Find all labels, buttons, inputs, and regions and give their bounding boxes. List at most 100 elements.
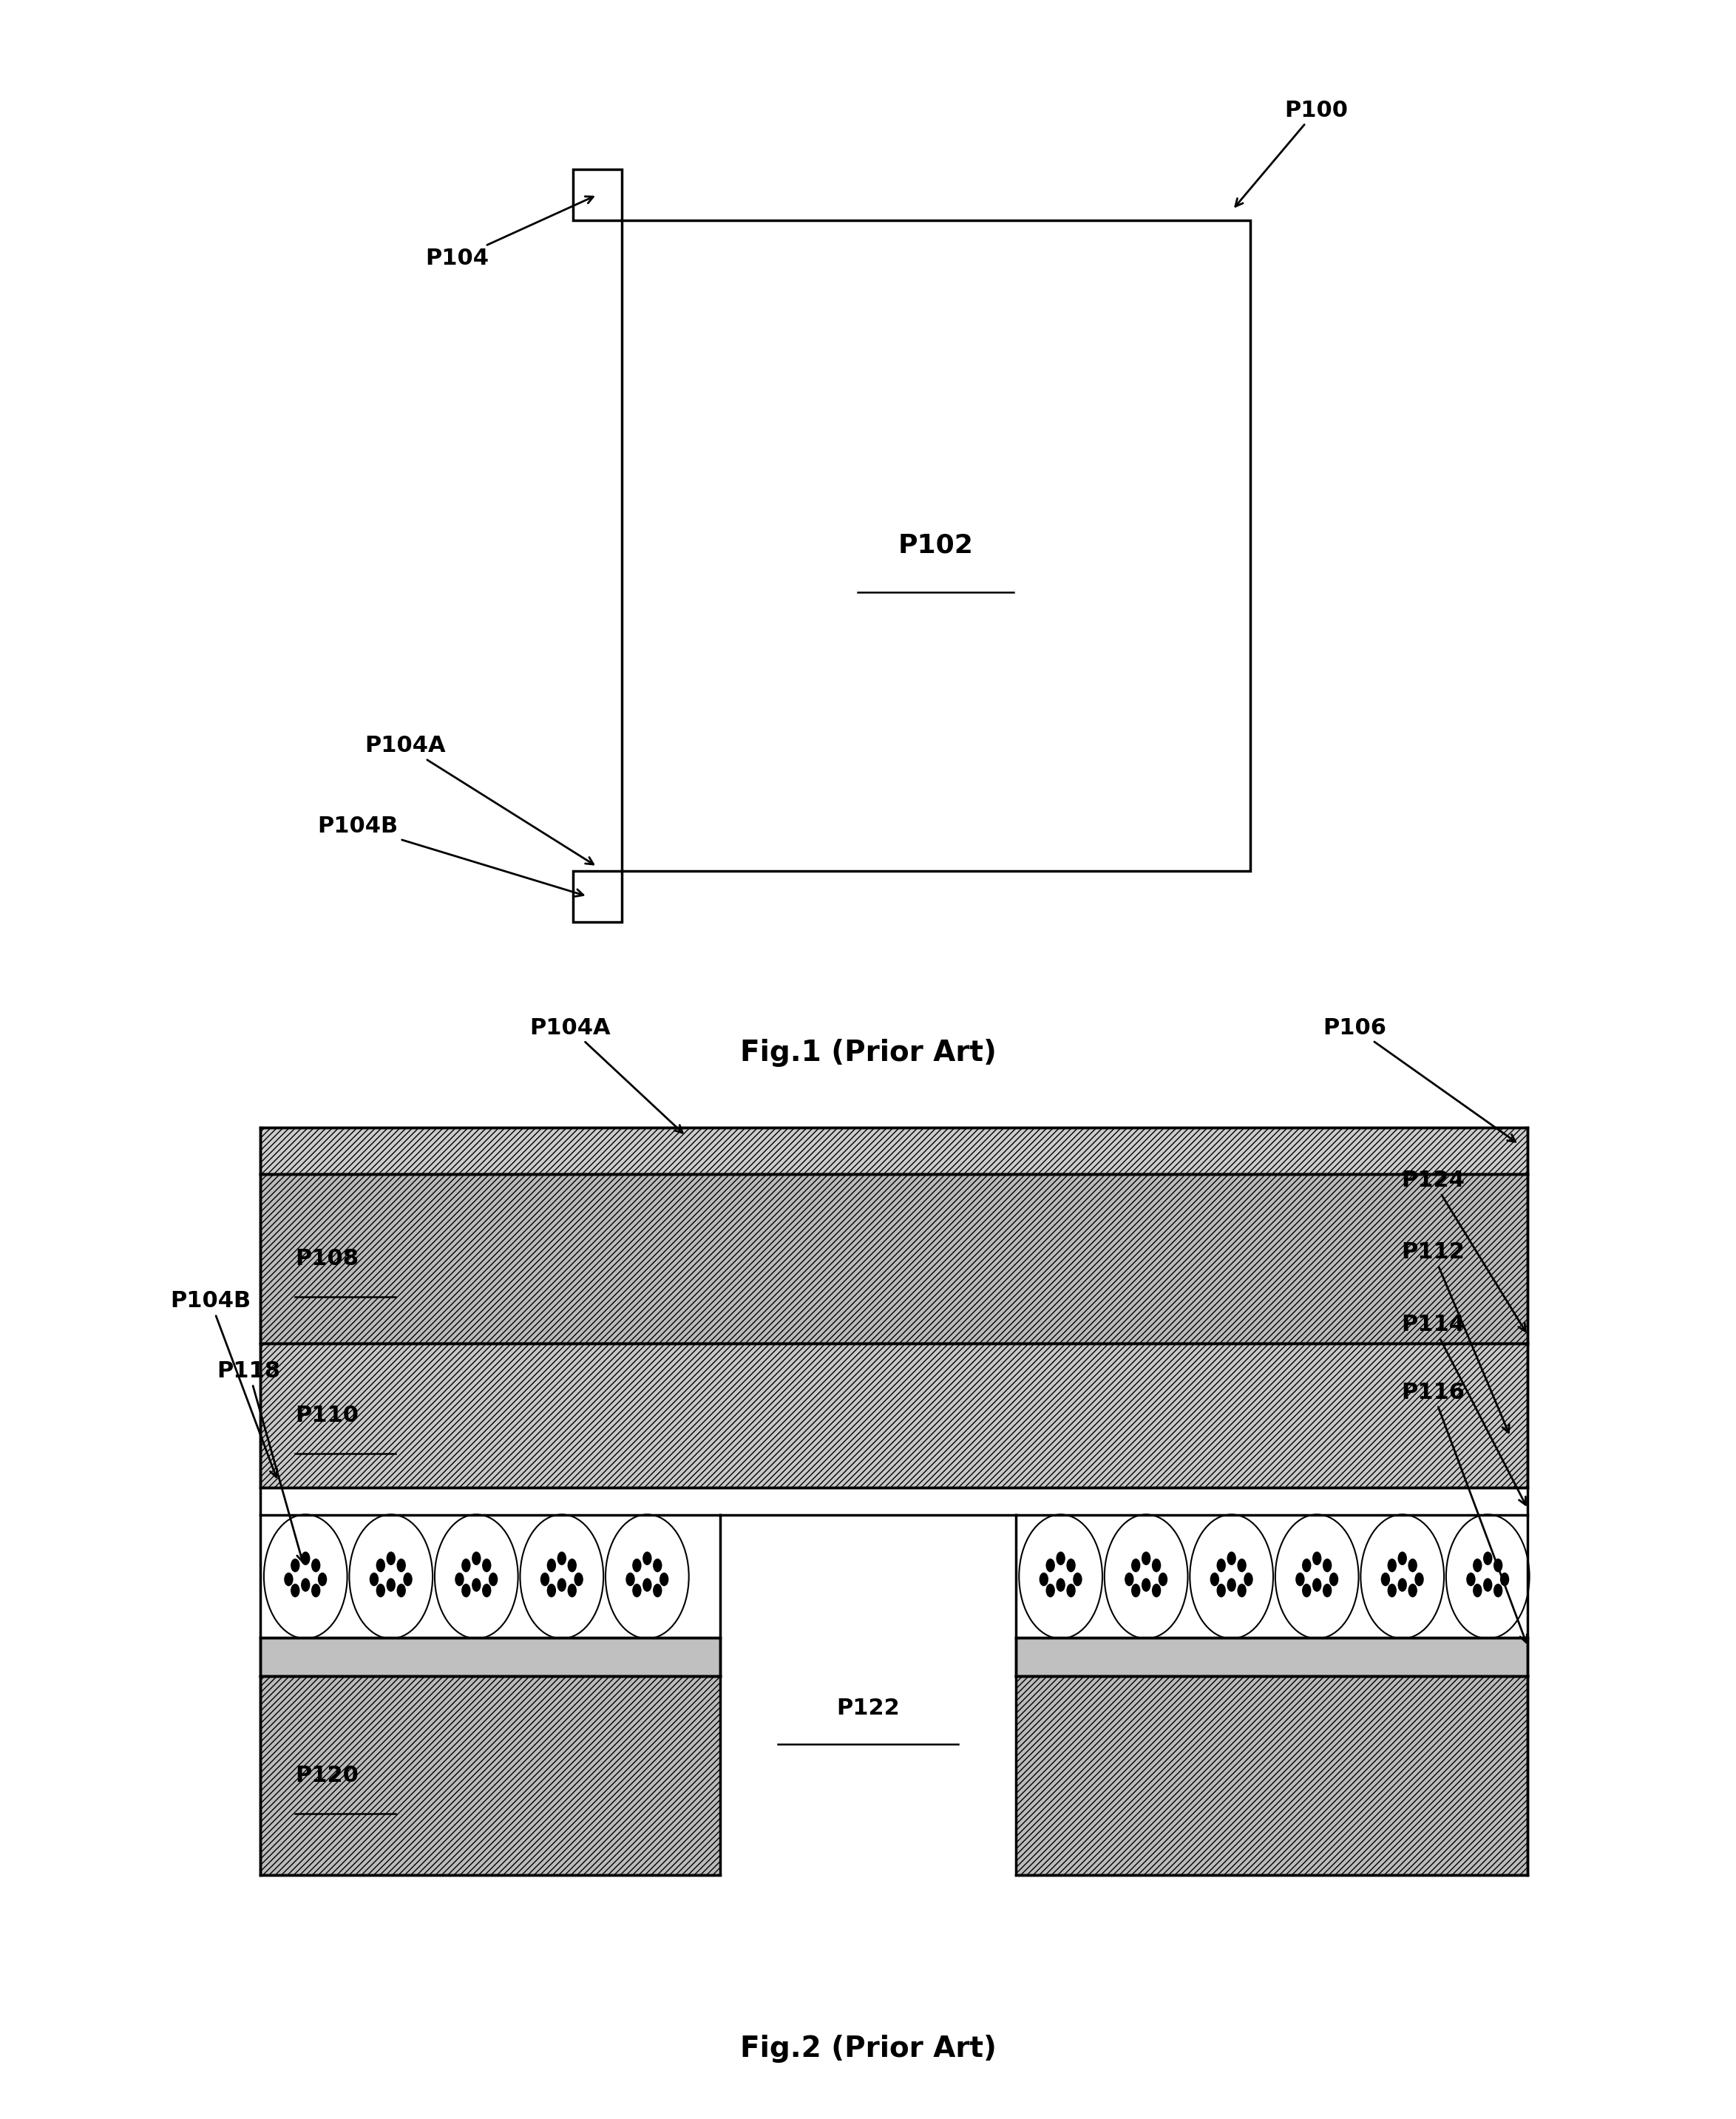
Text: P112: P112 [1401,1242,1509,1432]
Ellipse shape [1153,1583,1161,1598]
Text: Fig.2 (Prior Art): Fig.2 (Prior Art) [740,2034,996,2064]
Ellipse shape [1467,1572,1476,1587]
Ellipse shape [568,1583,576,1598]
Bar [1016,1676,1528,1875]
Ellipse shape [472,1551,481,1566]
Ellipse shape [1397,1551,1406,1566]
Ellipse shape [660,1572,668,1587]
Bar [260,1174,1528,1343]
Ellipse shape [290,1560,300,1572]
Ellipse shape [653,1560,661,1572]
Ellipse shape [1483,1551,1493,1566]
Ellipse shape [1472,1583,1483,1598]
Ellipse shape [1312,1551,1321,1566]
Ellipse shape [462,1560,470,1572]
Text: P106: P106 [1323,1017,1516,1142]
Ellipse shape [396,1583,406,1598]
Ellipse shape [1125,1572,1134,1587]
Ellipse shape [387,1579,396,1591]
Text: P120: P120 [295,1765,359,1786]
Ellipse shape [1227,1579,1236,1591]
Ellipse shape [318,1572,326,1587]
Ellipse shape [1387,1560,1397,1572]
Ellipse shape [1055,1579,1066,1591]
Ellipse shape [472,1579,481,1591]
Text: P104A: P104A [365,735,594,865]
Ellipse shape [642,1551,651,1566]
Ellipse shape [370,1572,378,1587]
Ellipse shape [1493,1583,1503,1598]
Text: P114: P114 [1401,1314,1526,1504]
Ellipse shape [285,1572,293,1587]
Ellipse shape [462,1583,470,1598]
Text: P110: P110 [295,1405,359,1426]
Ellipse shape [1302,1583,1311,1598]
Ellipse shape [1066,1560,1076,1572]
Ellipse shape [387,1551,396,1566]
Ellipse shape [1312,1579,1321,1591]
Ellipse shape [403,1572,413,1587]
Ellipse shape [455,1572,464,1587]
Ellipse shape [1217,1583,1226,1598]
Ellipse shape [1217,1560,1226,1572]
Text: P100: P100 [1236,100,1349,206]
Ellipse shape [547,1583,556,1598]
Ellipse shape [540,1572,550,1587]
Ellipse shape [1189,1515,1272,1638]
Ellipse shape [483,1560,491,1572]
Ellipse shape [1361,1515,1444,1638]
Ellipse shape [606,1515,689,1638]
Ellipse shape [1238,1560,1246,1572]
Ellipse shape [1243,1572,1253,1587]
Ellipse shape [1045,1583,1055,1598]
Ellipse shape [1073,1572,1082,1587]
Ellipse shape [632,1583,641,1598]
Ellipse shape [1446,1515,1529,1638]
Ellipse shape [521,1515,604,1638]
Ellipse shape [632,1560,641,1572]
Ellipse shape [1210,1572,1219,1587]
Bar [260,1638,720,1676]
Ellipse shape [1040,1572,1049,1587]
Text: P122: P122 [837,1697,899,1719]
Ellipse shape [311,1583,321,1598]
Text: P104B: P104B [318,816,583,896]
Ellipse shape [290,1583,300,1598]
Ellipse shape [377,1583,385,1598]
Ellipse shape [300,1551,311,1566]
Bar [260,1676,720,1875]
Ellipse shape [1158,1572,1168,1587]
Text: P118: P118 [217,1360,304,1562]
Ellipse shape [1142,1579,1151,1591]
Ellipse shape [1397,1579,1406,1591]
Text: P104B: P104B [170,1290,278,1477]
Ellipse shape [642,1579,651,1591]
Ellipse shape [1330,1572,1338,1587]
Text: Fig.1 (Prior Art): Fig.1 (Prior Art) [740,1038,996,1068]
Ellipse shape [1066,1583,1076,1598]
Ellipse shape [1323,1560,1332,1572]
Ellipse shape [1380,1572,1391,1587]
Ellipse shape [1238,1583,1246,1598]
Ellipse shape [396,1560,406,1572]
Bar [1016,1638,1528,1676]
Ellipse shape [1276,1515,1359,1638]
Ellipse shape [1483,1579,1493,1591]
Ellipse shape [557,1579,566,1591]
Ellipse shape [1227,1551,1236,1566]
Ellipse shape [1142,1551,1151,1566]
Ellipse shape [1408,1583,1417,1598]
Text: P102: P102 [898,534,974,557]
Ellipse shape [483,1583,491,1598]
Ellipse shape [434,1515,517,1638]
Ellipse shape [653,1583,661,1598]
Ellipse shape [557,1551,566,1566]
Ellipse shape [1408,1560,1417,1572]
Ellipse shape [1019,1515,1102,1638]
Ellipse shape [1493,1560,1503,1572]
Ellipse shape [1302,1560,1311,1572]
Ellipse shape [300,1579,311,1591]
Text: P108: P108 [295,1248,359,1269]
Text: P104A: P104A [529,1017,682,1134]
Ellipse shape [1500,1572,1509,1587]
